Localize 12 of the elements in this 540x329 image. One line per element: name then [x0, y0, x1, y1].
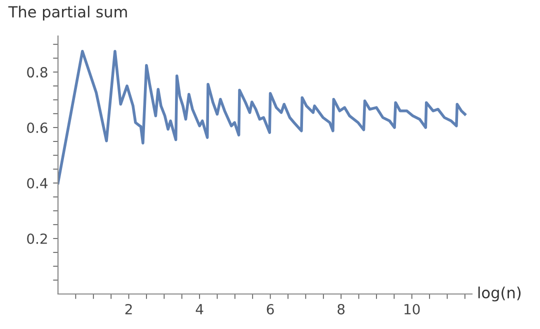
- x-axis-title: log(n): [478, 286, 521, 302]
- x-tick-label: 8: [338, 304, 345, 314]
- x-tick-label: 6: [266, 304, 274, 314]
- x-tick-label: 2: [125, 304, 132, 314]
- x-tick-label: 10: [404, 304, 420, 314]
- y-axis-title: The partial sum: [8, 6, 127, 21]
- y-tick-label: 0.4: [27, 178, 48, 189]
- y-tick-label: 0.2: [27, 233, 47, 244]
- line-series: [58, 50, 466, 184]
- x-tick-label: 4: [196, 304, 204, 314]
- y-tick-label: 0.8: [27, 67, 48, 78]
- y-tick-label: 0.6: [27, 122, 48, 134]
